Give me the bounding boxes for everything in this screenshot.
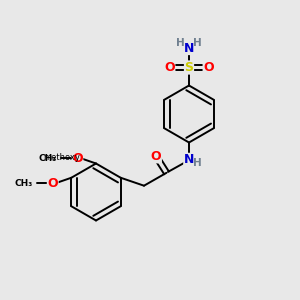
Text: CH₃: CH₃: [39, 154, 57, 163]
Text: H: H: [193, 158, 202, 169]
Text: N: N: [184, 153, 194, 167]
Text: H: H: [176, 38, 185, 48]
Text: N: N: [184, 41, 194, 55]
Text: methoxy: methoxy: [44, 153, 80, 162]
Text: O: O: [72, 152, 83, 165]
Text: H: H: [193, 38, 202, 48]
Text: O: O: [164, 61, 175, 74]
Text: CH₃: CH₃: [14, 178, 32, 188]
Text: O: O: [47, 177, 58, 190]
Text: O: O: [203, 61, 214, 74]
Text: S: S: [184, 61, 194, 74]
Text: O: O: [151, 150, 161, 163]
